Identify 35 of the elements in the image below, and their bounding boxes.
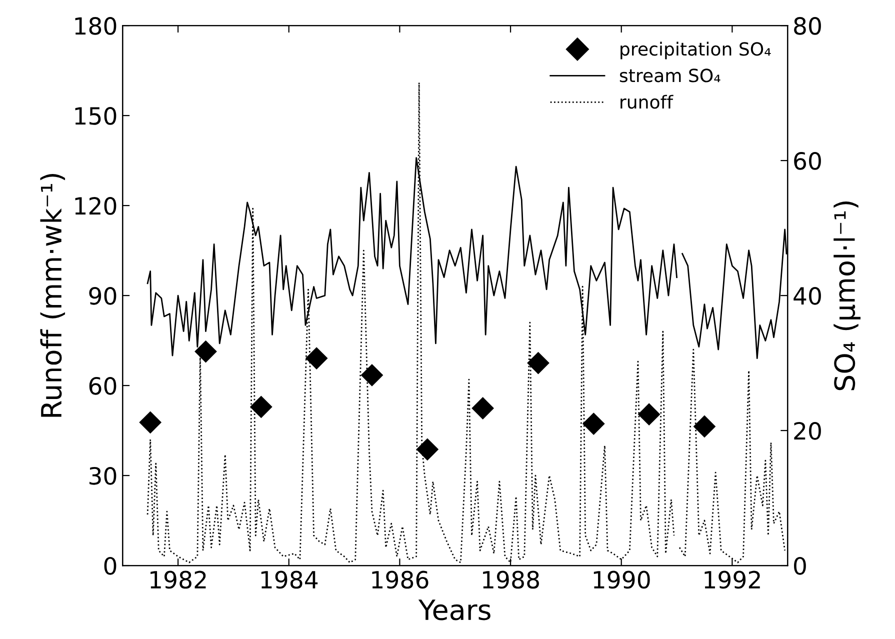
- y-tick-label: 30: [90, 466, 116, 485]
- legend-label: runoff: [620, 94, 674, 109]
- point: [693, 415, 716, 438]
- point: [305, 347, 328, 370]
- x-tick-label: 1982: [150, 570, 206, 589]
- point: [472, 397, 494, 420]
- x-tick-label: 1992: [704, 570, 760, 589]
- y-tick-label: 150: [75, 107, 116, 125]
- legend-label: stream SO₄: [620, 68, 720, 82]
- y2-tick-label: 80: [794, 17, 821, 35]
- point: [527, 352, 550, 374]
- y-tick-label: 0: [104, 556, 116, 575]
- x-tick-label: 1990: [594, 570, 650, 589]
- legend-label: precipitation SO₄: [620, 42, 771, 60]
- x-tick-label: 1988: [483, 570, 539, 589]
- y2-tick-label: 60: [794, 152, 821, 170]
- y2-tick-label: 20: [794, 422, 821, 440]
- x-axis-title: Years: [418, 600, 490, 620]
- y-axis-title: Runoff (mm·wk⁻¹): [40, 174, 66, 417]
- point: [416, 438, 439, 461]
- point: [582, 412, 605, 435]
- x-tick-label: 1984: [261, 570, 318, 589]
- y2-tick-label: 0: [794, 556, 806, 575]
- point: [139, 411, 162, 434]
- y-tick-label: 120: [75, 196, 116, 215]
- y-tick-label: 180: [75, 17, 116, 35]
- point: [638, 403, 660, 426]
- y2-tick-label: 40: [794, 286, 821, 305]
- point: [194, 340, 217, 363]
- point: [250, 396, 272, 418]
- y2-axis-title: SO₄ (µmol·l⁻¹): [834, 201, 860, 390]
- point: [360, 364, 384, 386]
- y-tick-label: 60: [89, 376, 116, 395]
- x-tick-label: 1986: [372, 570, 428, 589]
- y-tick-label: 90: [89, 286, 116, 305]
